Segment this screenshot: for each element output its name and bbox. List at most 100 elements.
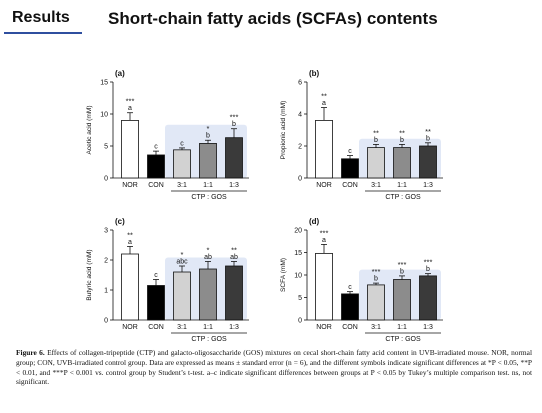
bar xyxy=(315,252,333,321)
y-tick-label: 15 xyxy=(100,80,108,87)
significance-letter: b xyxy=(374,137,378,144)
x-tick-label: 1:3 xyxy=(423,324,433,331)
significance-stars: *** xyxy=(320,228,329,237)
bar xyxy=(173,271,191,321)
y-axis-label: SCFA (mM) xyxy=(280,258,287,292)
x-tick-label: NOR xyxy=(122,182,138,189)
significance-letter: c xyxy=(348,148,352,155)
significance-letter: c xyxy=(348,284,352,291)
x-tick-label: CON xyxy=(342,324,358,331)
significance-stars: *** xyxy=(424,258,433,267)
caption-label: Figure 6. xyxy=(16,348,45,357)
y-tick-label: 0 xyxy=(104,318,108,325)
significance-stars: ** xyxy=(231,246,237,255)
slide-header: Results Short-chain fatty acids (SCFAs) … xyxy=(0,0,542,40)
x-tick-label: 3:1 xyxy=(371,324,381,331)
significance-letter: a xyxy=(322,237,326,244)
x-tick-label: 1:3 xyxy=(423,182,433,189)
y-tick-label: 0 xyxy=(104,176,108,183)
significance-stars: *** xyxy=(372,267,381,276)
y-tick-label: 6 xyxy=(298,80,302,87)
significance-letter: b xyxy=(400,137,404,144)
bar xyxy=(121,120,139,179)
significance-letter: ab xyxy=(230,254,238,261)
y-axis-label: Butyric acid (mM) xyxy=(86,249,93,300)
y-axis-label: Acetic acid (mM) xyxy=(86,105,93,154)
y-tick-label: 3 xyxy=(104,228,108,235)
group-label: CTP : GOS xyxy=(191,194,227,201)
panel-label: (d) xyxy=(309,217,320,226)
y-axis-label: Propionic acid (mM) xyxy=(280,101,287,160)
bar xyxy=(393,279,411,321)
significance-stars: ** xyxy=(321,92,327,101)
panel-label: (b) xyxy=(309,69,320,78)
bar xyxy=(341,293,359,321)
y-tick-label: 5 xyxy=(298,295,302,302)
bar xyxy=(173,149,191,179)
bar xyxy=(225,265,243,321)
section-underline xyxy=(4,32,82,34)
x-tick-label: 3:1 xyxy=(177,182,187,189)
x-tick-label: 1:1 xyxy=(397,324,407,331)
x-tick-label: NOR xyxy=(316,324,332,331)
figure-caption: Figure 6. Effects of collagen-tripeptide… xyxy=(16,348,532,387)
y-tick-label: 5 xyxy=(104,144,108,151)
significance-letter: c xyxy=(180,140,184,147)
bar xyxy=(419,145,437,179)
significance-letter: b xyxy=(374,276,378,283)
significance-stars: * xyxy=(207,246,210,255)
x-tick-label: CON xyxy=(148,182,164,189)
slide-title: Short-chain fatty acids (SCFAs) contents xyxy=(108,9,438,28)
x-tick-label: 1:1 xyxy=(203,182,213,189)
bar xyxy=(367,147,385,179)
group-label: CTP : GOS xyxy=(385,336,421,343)
y-tick-label: 2 xyxy=(298,144,302,151)
x-tick-label: 3:1 xyxy=(371,182,381,189)
bar xyxy=(199,268,217,321)
y-tick-label: 4 xyxy=(298,112,302,119)
x-tick-label: NOR xyxy=(122,324,138,331)
y-tick-label: 0 xyxy=(298,318,302,325)
significance-stars: * xyxy=(181,250,184,259)
y-tick-label: 10 xyxy=(100,112,108,119)
significance-stars: ** xyxy=(127,231,133,240)
panel-label: (c) xyxy=(115,217,125,226)
significance-stars: ** xyxy=(373,128,379,137)
significance-letter: c xyxy=(154,144,158,151)
x-tick-label: 1:3 xyxy=(229,182,239,189)
significance-letter: b xyxy=(232,121,236,128)
significance-stars: ** xyxy=(399,128,405,137)
y-tick-label: 0 xyxy=(298,176,302,183)
x-tick-label: 3:1 xyxy=(177,324,187,331)
significance-letter: a xyxy=(322,100,326,107)
bar xyxy=(367,284,385,321)
significance-stars: *** xyxy=(230,113,239,122)
y-tick-label: 20 xyxy=(294,228,302,235)
bar xyxy=(419,275,437,321)
x-tick-label: 1:3 xyxy=(229,324,239,331)
x-tick-label: CON xyxy=(148,324,164,331)
caption-text: Effects of collagen-tripeptide (CTP) and… xyxy=(16,348,532,387)
significance-stars: *** xyxy=(126,97,135,106)
significance-letter: a xyxy=(128,239,132,246)
significance-letter: ab xyxy=(204,254,212,261)
x-tick-label: 1:1 xyxy=(397,182,407,189)
significance-letter: abc xyxy=(176,259,188,266)
significance-stars: ** xyxy=(425,127,431,136)
y-tick-label: 2 xyxy=(104,258,108,265)
bar xyxy=(199,143,217,179)
significance-letter: a xyxy=(128,105,132,112)
significance-stars: * xyxy=(207,124,210,133)
bar xyxy=(147,285,165,321)
group-label: CTP : GOS xyxy=(385,194,421,201)
bar xyxy=(315,120,333,179)
bar xyxy=(147,154,165,179)
bar xyxy=(225,137,243,179)
figure: (a) 0 5 10 15 Acetic acid (mM) a *** NOR c CON c 3:1… xyxy=(0,60,542,413)
bar xyxy=(341,158,359,179)
significance-letter: b xyxy=(206,133,210,140)
